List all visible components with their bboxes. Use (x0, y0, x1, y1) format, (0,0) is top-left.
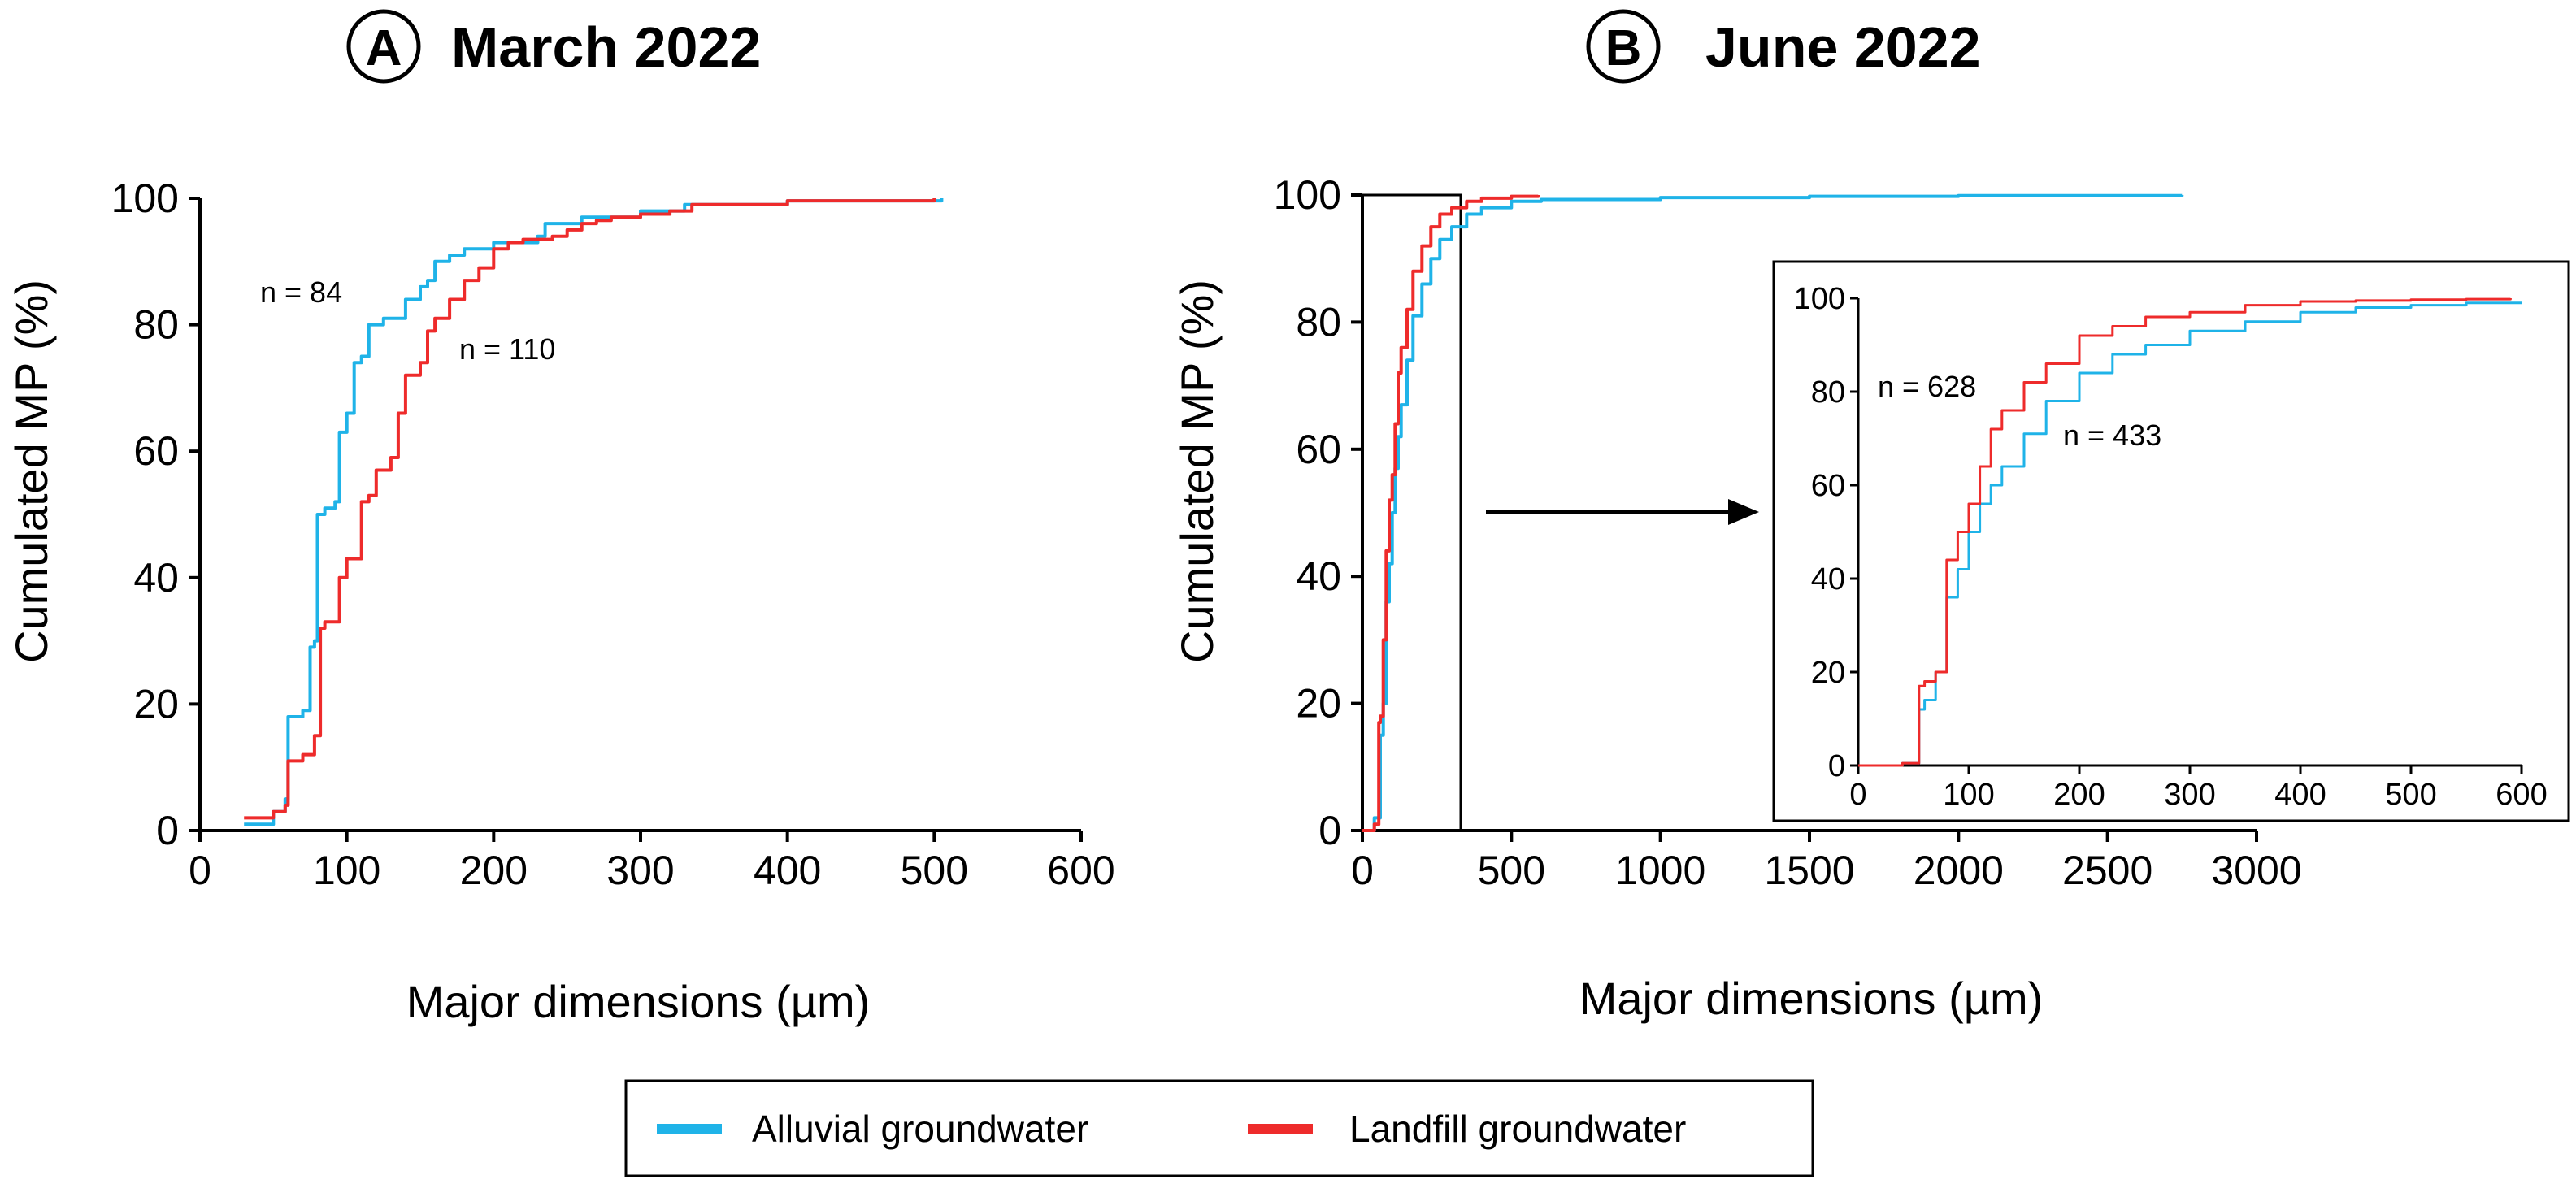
panel-a-y-tick-label: 60 (133, 428, 179, 474)
panel-b-x-tick-label: 1500 (1764, 848, 1854, 893)
inset-chart: 0 20 40 60 80 100 0 100 200 300 400 500 600 (1794, 282, 2548, 812)
panel-a-ylabel: Cumulated MP (%) (6, 280, 57, 663)
inset-y-tick-label: 60 (1811, 469, 1845, 503)
panel-a-x-tick-label: 400 (754, 848, 821, 893)
panel-a-title-text: March 2022 (451, 15, 761, 79)
panel-b-x-tick-label: 3000 (2211, 848, 2301, 893)
zoom-arrow-head (1728, 499, 1759, 525)
legend-label-landfill: Landfill groundwater (1349, 1108, 1686, 1150)
panel-b-x-tick-label: 1000 (1615, 848, 1705, 893)
inset-y-tick-label: 100 (1794, 282, 1845, 316)
inset-y-tick-label: 20 (1811, 656, 1845, 690)
inset-y-tick-label: 80 (1811, 375, 1845, 410)
panel-a-x-tick-label: 500 (901, 848, 968, 893)
inset-series-landfill (1858, 297, 2512, 767)
inset-x-tick-label: 600 (2496, 778, 2547, 812)
panel-a-annotation-alluvial: n = 84 (260, 275, 342, 309)
panel-a-annotation-landfill: n = 110 (459, 332, 555, 366)
panel-b-x-tick-label: 0 (1351, 848, 1374, 893)
panel-b-zoom-box (1361, 193, 1462, 832)
panel-b-letter: B (1605, 20, 1642, 76)
panel-b-x-tick-label: 2000 (1914, 848, 2004, 893)
panel-b-y-tick-label: 60 (1296, 427, 1341, 472)
panel-a-x-tick-label: 100 (313, 848, 380, 893)
legend-frame (624, 1079, 1814, 1177)
panel-b-y-tick-label: 0 (1318, 808, 1341, 853)
panel-a-letter: A (366, 20, 402, 76)
panel-b-y-tick-label: 80 (1296, 299, 1341, 345)
inset-y-tick-label: 40 (1811, 562, 1845, 596)
inset-x-tick-label: 0 (1849, 778, 1866, 812)
panel-a-y-tick-label: 80 (133, 302, 179, 348)
panel-b-series-landfill (1362, 194, 1540, 832)
panel-b-y-tick-label: 20 (1296, 681, 1341, 726)
panel-a-y-tick-label: 0 (156, 808, 179, 853)
panel-a-y-tick-label: 100 (111, 176, 179, 221)
inset-x-tick-label: 100 (1943, 778, 1994, 812)
panel-b-y-tick-label: 40 (1296, 553, 1341, 599)
inset-x-tick-label: 200 (2053, 778, 2105, 812)
panel-a-xlabel: Major dimensions (µm) (406, 976, 871, 1027)
panel-b-xlabel: Major dimensions (µm) (1579, 973, 2044, 1024)
panel-b-letter-circle (1586, 9, 1661, 84)
inset-frame (1772, 260, 2570, 822)
panel-a-series-alluvial (244, 198, 944, 826)
panel-a-series-landfill (244, 198, 936, 820)
panel-a-y-tick-label: 40 (133, 555, 179, 601)
panel-a-x-tick-label: 200 (460, 848, 528, 893)
legend: Alluvial groundwater Landfill groundwate… (624, 1079, 1814, 1177)
legend-label-alluvial: Alluvial groundwater (752, 1108, 1088, 1150)
panel-b-title-text: June 2022 (1705, 15, 1981, 79)
inset-x-tick-label: 300 (2164, 778, 2215, 812)
inset-annotation-landfill: n = 628 (1878, 370, 1976, 403)
panel-a-title: A March 2022 (346, 9, 761, 84)
panel-b-ylabel: Cumulated MP (%) (1171, 280, 1223, 663)
inset-series-alluvial (1858, 301, 2522, 767)
inset-x-tick-label: 500 (2385, 778, 2436, 812)
panel-a-x-tick-label: 600 (1047, 848, 1114, 893)
panel-a-x-tick-label: 300 (606, 848, 674, 893)
panel-a-y-tick-label: 20 (133, 681, 179, 726)
panel-a-letter-circle (346, 9, 421, 84)
panel-b-x-tick-label: 2500 (2062, 848, 2152, 893)
panel-b-x-tick-label: 500 (1478, 848, 1545, 893)
panel-b-title: B June 2022 (1586, 9, 1981, 84)
panel-a-x-tick-label: 0 (189, 848, 211, 893)
inset-y-tick-label: 0 (1828, 749, 1845, 783)
inset-x-tick-label: 400 (2274, 778, 2326, 812)
panel-b-y-tick-label: 100 (1274, 172, 1341, 218)
inset-annotation-alluvial: n = 433 (2063, 419, 2161, 452)
panel-a-chart: 0 20 40 60 80 100 0 100 200 300 400 500 600 (111, 176, 1115, 893)
